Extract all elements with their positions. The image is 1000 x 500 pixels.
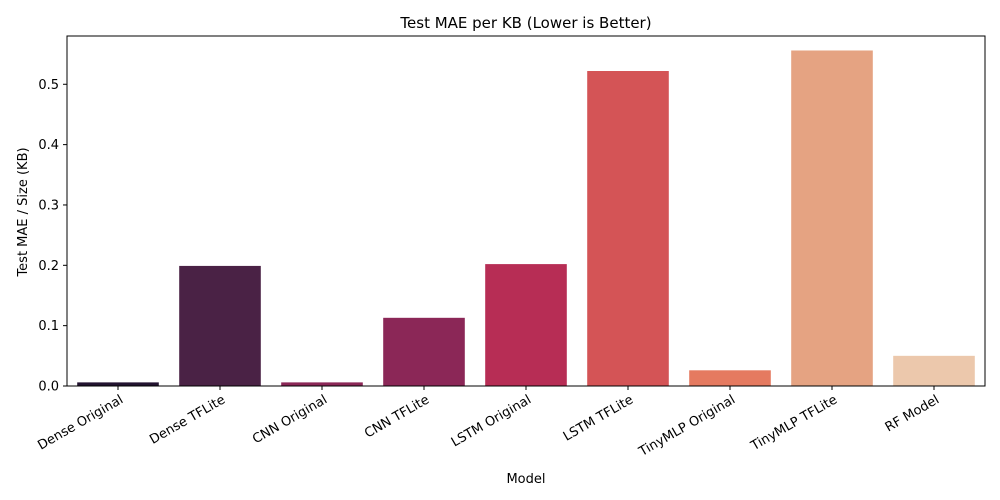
bar-cnn-original (281, 382, 363, 386)
y-tick-label: 0.1 (38, 319, 59, 334)
x-tick-label: TinyMLP TFLite (748, 392, 840, 454)
x-tick-label: RF Model (883, 392, 942, 435)
x-tick-label: CNN TFLite (362, 392, 432, 441)
y-tick-label: 0.5 (38, 78, 59, 93)
x-tick-label: LSTM Original (449, 392, 534, 450)
x-tick-label: TinyMLP Original (636, 392, 738, 460)
bar-dense-original (77, 382, 159, 386)
chart-title: Test MAE per KB (Lower is Better) (399, 14, 651, 32)
y-tick-label: 0.4 (38, 138, 59, 153)
bar-rf-model (893, 355, 975, 386)
bar-dense-tflite (179, 265, 261, 386)
bar-lstm-original (485, 264, 567, 386)
bar-lstm-tflite (587, 71, 669, 386)
y-axis: 0.0 0.1 0.2 0.3 0.4 0.5 (38, 78, 67, 395)
x-tick-label: LSTM TFLite (561, 392, 636, 444)
bar-tinymlp-tflite (791, 50, 873, 386)
x-axis: Dense Original Dense TFLite CNN Original CN… (35, 386, 942, 460)
bar-cnn-tflite (383, 317, 465, 386)
y-tick-label: 0.2 (38, 259, 59, 274)
x-tick-label: Dense Original (35, 392, 126, 453)
x-tick-label: CNN Original (250, 392, 330, 447)
x-axis-label: Model (506, 472, 545, 487)
plot-frame (66, 35, 986, 387)
y-axis-label: Test MAE / Size (KB) (16, 147, 31, 277)
y-tick-label: 0.3 (38, 198, 59, 213)
x-tick-label: Dense TFLite (147, 392, 228, 447)
bar-tinymlp-original (689, 370, 771, 386)
bars-layer (77, 50, 975, 386)
y-tick-label: 0.0 (38, 380, 59, 395)
